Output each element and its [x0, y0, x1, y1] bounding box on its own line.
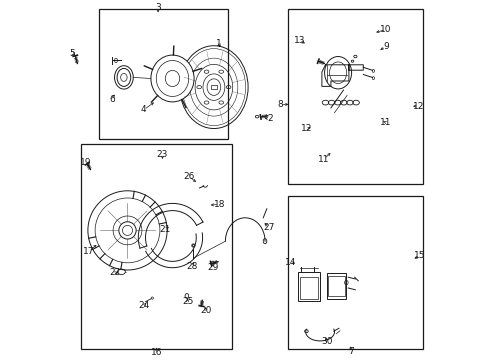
Text: 23: 23 — [157, 150, 168, 158]
Text: 21: 21 — [159, 225, 170, 234]
Text: 19: 19 — [80, 158, 92, 167]
Text: 12: 12 — [412, 102, 423, 111]
Text: 27: 27 — [263, 223, 274, 232]
Text: 6: 6 — [109, 94, 115, 104]
Text: 12: 12 — [300, 124, 311, 133]
Text: 11: 11 — [380, 118, 391, 127]
Ellipse shape — [324, 57, 351, 89]
Bar — [99, 9, 228, 139]
Text: 4: 4 — [141, 105, 146, 114]
Text: 2: 2 — [266, 114, 272, 123]
Text: 3: 3 — [155, 3, 161, 12]
Text: 22: 22 — [109, 269, 120, 277]
Ellipse shape — [203, 74, 224, 100]
Text: 24: 24 — [138, 302, 149, 310]
Text: 13: 13 — [293, 36, 305, 45]
Text: 7: 7 — [347, 347, 353, 356]
Text: 28: 28 — [186, 262, 197, 271]
Text: 9: 9 — [382, 42, 388, 51]
Bar — [287, 196, 422, 349]
Text: 29: 29 — [207, 263, 218, 271]
Bar — [287, 9, 422, 184]
Text: 8: 8 — [277, 100, 283, 109]
Bar — [211, 85, 216, 89]
Text: 30: 30 — [321, 338, 332, 346]
Text: 15: 15 — [414, 251, 425, 260]
Text: 14: 14 — [285, 258, 296, 267]
Text: 20: 20 — [200, 306, 212, 315]
Text: 17: 17 — [83, 247, 95, 256]
Text: 10: 10 — [380, 25, 391, 34]
Bar — [81, 144, 231, 349]
Text: 16: 16 — [150, 348, 162, 357]
Text: 5: 5 — [69, 49, 75, 58]
Ellipse shape — [151, 55, 194, 102]
Ellipse shape — [119, 222, 136, 239]
Text: 11: 11 — [317, 154, 329, 163]
Text: 18: 18 — [213, 200, 224, 209]
Text: 25: 25 — [182, 297, 193, 306]
Text: 26: 26 — [183, 172, 194, 181]
Text: 1: 1 — [216, 39, 222, 48]
